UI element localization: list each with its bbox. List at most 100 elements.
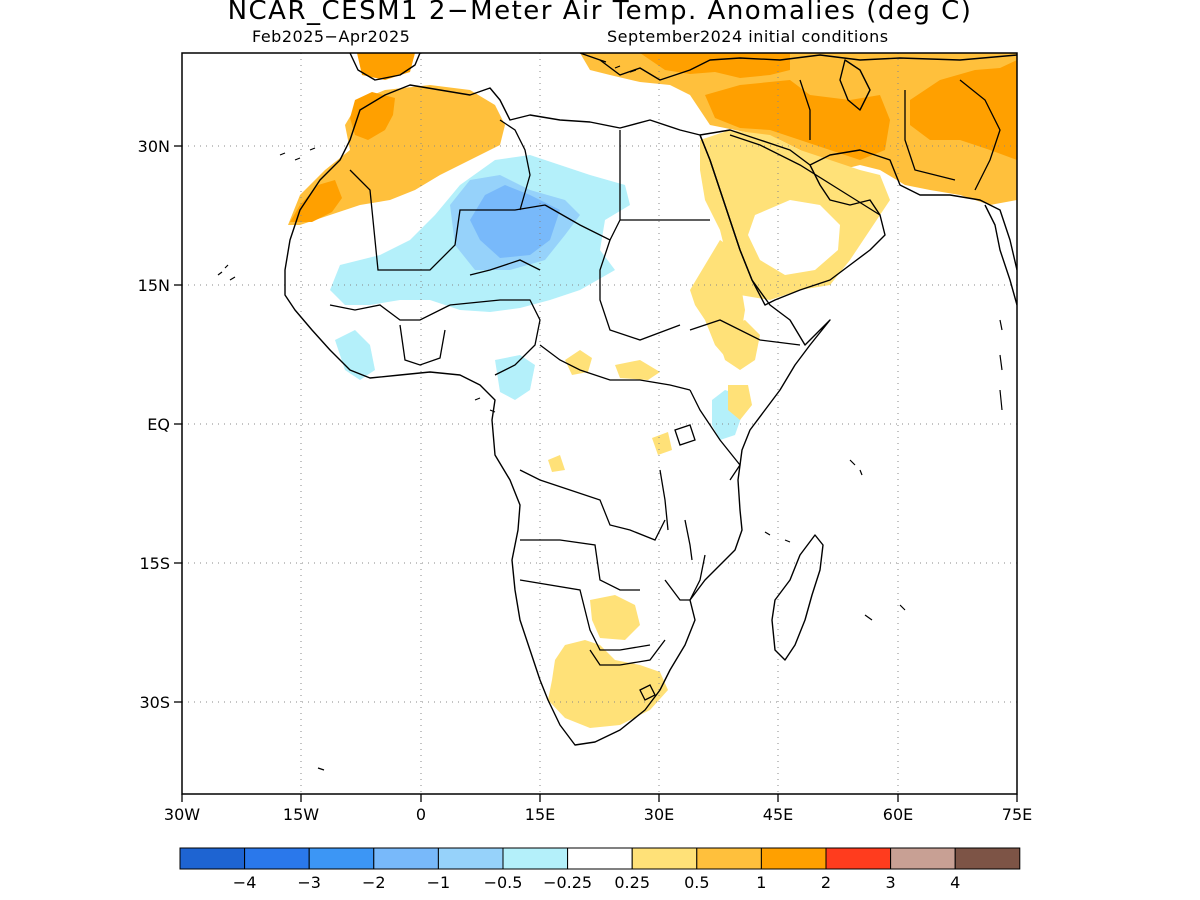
- lon-label: 45E: [763, 805, 793, 824]
- longitude-labels: 30W 15W 0 15E 30E 45E 60E 75E: [164, 805, 1032, 824]
- lat-label: 15N: [138, 276, 170, 295]
- colorbar: −4 −3 −2 −1 −0.5 −0.25 0.25 0.5 1 2 3 4: [179, 847, 1021, 892]
- coastlines: [284, 53, 1017, 746]
- colorbar-swatch: [954, 847, 1021, 870]
- madagascar-coastline: [771, 534, 824, 661]
- anomaly-area-gulf-guinea-cool: [495, 355, 535, 400]
- border-botswana: [589, 639, 666, 666]
- anomaly-area-horn-yellow: [715, 320, 760, 370]
- anomaly-area-central-yellow-4: [652, 432, 672, 455]
- colorbar-tick-label: −3: [297, 873, 321, 892]
- forecast-period: Feb2025−Apr2025: [252, 27, 411, 46]
- border-nigeria: [449, 299, 541, 376]
- south-atlantic-island: [317, 767, 325, 771]
- lon-label: 30W: [164, 805, 200, 824]
- border-saudi: [729, 134, 881, 216]
- initial-conditions: September2024 initial conditions: [607, 27, 889, 46]
- mascarene-islands: [864, 604, 906, 621]
- lat-label: 30N: [138, 137, 170, 156]
- europe-coastline: [579, 53, 1017, 81]
- border-lake-victoria: [674, 424, 696, 446]
- axis-ticks: [174, 145, 1018, 802]
- colorbar-tick-label: −0.25: [543, 873, 592, 892]
- colorbar-tick-label: −4: [233, 873, 257, 892]
- colorbar-swatch: [308, 847, 375, 870]
- colorbar-swatch: [244, 847, 310, 870]
- maldives-islands: [999, 319, 1003, 411]
- lon-label: 30E: [644, 805, 674, 824]
- caspian-coastline: [839, 59, 871, 111]
- lat-label: EQ: [147, 415, 170, 434]
- anomaly-area-iran-orange: [910, 60, 1017, 160]
- india-coastline: [984, 204, 1017, 306]
- anomaly-area-arabia-white: [748, 200, 840, 275]
- colorbar-swatch: [373, 847, 439, 870]
- border-angola: [520, 539, 640, 591]
- aegean-islands: [599, 59, 637, 73]
- border-drc: [519, 469, 666, 541]
- persian-coastline: [809, 149, 1017, 271]
- border-west-africa-2: [399, 324, 446, 366]
- border-namibia: [519, 579, 651, 651]
- anomaly-area-morocco-orange: [350, 92, 395, 140]
- colorbar-swatch: [696, 847, 762, 870]
- colorbar-tick-label: 2: [821, 873, 831, 892]
- border-west-africa-1: [329, 304, 451, 321]
- colorbar-swatch: [890, 847, 956, 870]
- border-mauritania-mali: [349, 169, 546, 271]
- border-lake-malawi: [684, 519, 693, 561]
- anomaly-area-iberia-orange: [357, 53, 415, 80]
- border-lesotho: [639, 684, 656, 701]
- latitude-labels: 30N 15N EQ 15S 30S: [138, 137, 170, 712]
- lon-label: 75E: [1002, 805, 1032, 824]
- colorbar-swatch: [567, 847, 633, 870]
- border-mali-niger: [469, 259, 541, 276]
- anomaly-area-central-yellow-2: [615, 360, 660, 380]
- border-central-africa: [539, 344, 691, 391]
- anomaly-area-west-africa-cool: [335, 330, 375, 380]
- colorbar-tick-label: 1: [756, 873, 766, 892]
- border-sudan-chad: [599, 239, 681, 341]
- lat-label: 15S: [139, 554, 170, 573]
- gulf-of-guinea-islands: [474, 397, 496, 413]
- anomaly-area-east-africa-yellow: [728, 385, 752, 420]
- colorbar-tick-label: −1: [427, 873, 451, 892]
- colorbar-tick-label: 3: [886, 873, 896, 892]
- arabia-coastline: [699, 129, 886, 306]
- colorbar-tick-label: −2: [362, 873, 386, 892]
- colorbar-swatch: [760, 847, 827, 870]
- lon-label: 15W: [283, 805, 319, 824]
- border-algeria-libya: [499, 119, 531, 211]
- anomaly-area-western-sahara-orange: [290, 180, 342, 222]
- colorbar-swatch: [179, 847, 246, 870]
- colorbar-swatch: [631, 847, 698, 870]
- lon-label: 15E: [525, 805, 555, 824]
- anomaly-area-north-africa-warm: [288, 85, 505, 225]
- border-mozambique: [664, 554, 706, 601]
- africa-coastline: [284, 84, 831, 746]
- anomaly-area-central-yellow-1: [565, 350, 592, 375]
- lat-label: 30S: [139, 693, 170, 712]
- anomaly-area-namibia-yellow: [590, 595, 640, 640]
- border-iran-afghanistan: [904, 90, 956, 181]
- anomaly-area-middle-east-orange: [705, 80, 890, 160]
- border-lake-tanganyika: [659, 469, 669, 531]
- colorbar-swatch: [437, 847, 504, 870]
- border-iran-iraq: [799, 79, 811, 140]
- colorbar-tick-label: 0.5: [684, 873, 709, 892]
- anomaly-area-south-africa-yellow: [548, 640, 668, 728]
- colorbar-tick-label: 0.25: [614, 873, 650, 892]
- islands: [217, 59, 1003, 771]
- cape-verde-islands: [217, 264, 236, 281]
- iberia-coastline: [349, 53, 421, 81]
- lon-label: 60E: [883, 805, 913, 824]
- anomaly-shading: [288, 53, 1017, 728]
- canary-islands: [279, 147, 316, 161]
- anomaly-area-sahara-blue: [470, 185, 560, 258]
- seychelles-islands: [849, 459, 863, 476]
- lon-label: 0: [416, 805, 426, 824]
- comoros-islands: [764, 531, 791, 543]
- border-pakistan: [959, 79, 1001, 191]
- colorbar-swatch: [825, 847, 892, 870]
